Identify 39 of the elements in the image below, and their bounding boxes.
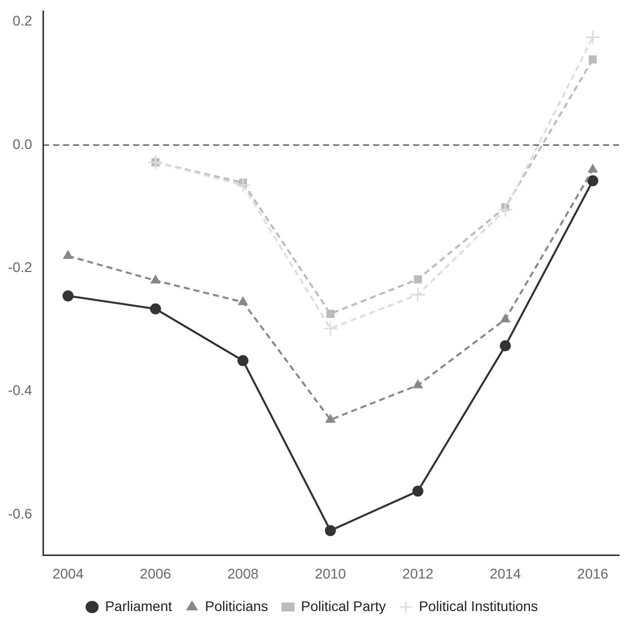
point	[324, 525, 336, 536]
x-tick-label: 2010	[314, 565, 346, 582]
point	[588, 164, 598, 173]
x-tick-label: 2008	[227, 565, 259, 582]
point	[326, 310, 334, 318]
point	[500, 340, 511, 352]
point	[150, 303, 161, 314]
point	[500, 314, 510, 322]
y-tick-label: -0.4	[8, 382, 32, 398]
legend-label: Parliament	[105, 598, 172, 614]
x-tick-label: 2006	[140, 565, 172, 582]
point	[413, 380, 423, 388]
point	[326, 414, 336, 423]
y-tick-label: 0.2	[12, 12, 32, 29]
x-tick-label: 2016	[577, 565, 609, 582]
point	[498, 202, 514, 218]
x-tick-label: 2012	[402, 565, 434, 582]
y-tick-label: -0.6	[8, 505, 32, 522]
point	[148, 154, 164, 170]
point	[410, 286, 426, 302]
legend-label: Political Institutions	[418, 598, 538, 614]
x-tick-label: 2004	[52, 565, 84, 582]
point	[63, 250, 73, 259]
point	[150, 275, 160, 284]
point	[588, 55, 597, 64]
legend-label: Politicians	[205, 598, 268, 614]
point	[412, 486, 424, 497]
point	[414, 275, 422, 284]
point	[238, 296, 248, 306]
y-tick-label: -0.2	[8, 259, 32, 276]
point	[235, 177, 251, 193]
point	[585, 30, 601, 46]
point	[587, 175, 598, 186]
point	[237, 355, 248, 366]
y-tick-label: 0.0	[12, 136, 32, 152]
point	[62, 290, 74, 302]
point	[322, 320, 338, 336]
legend-label: Political Party	[301, 598, 386, 614]
x-tick-label: 2014	[490, 565, 522, 582]
